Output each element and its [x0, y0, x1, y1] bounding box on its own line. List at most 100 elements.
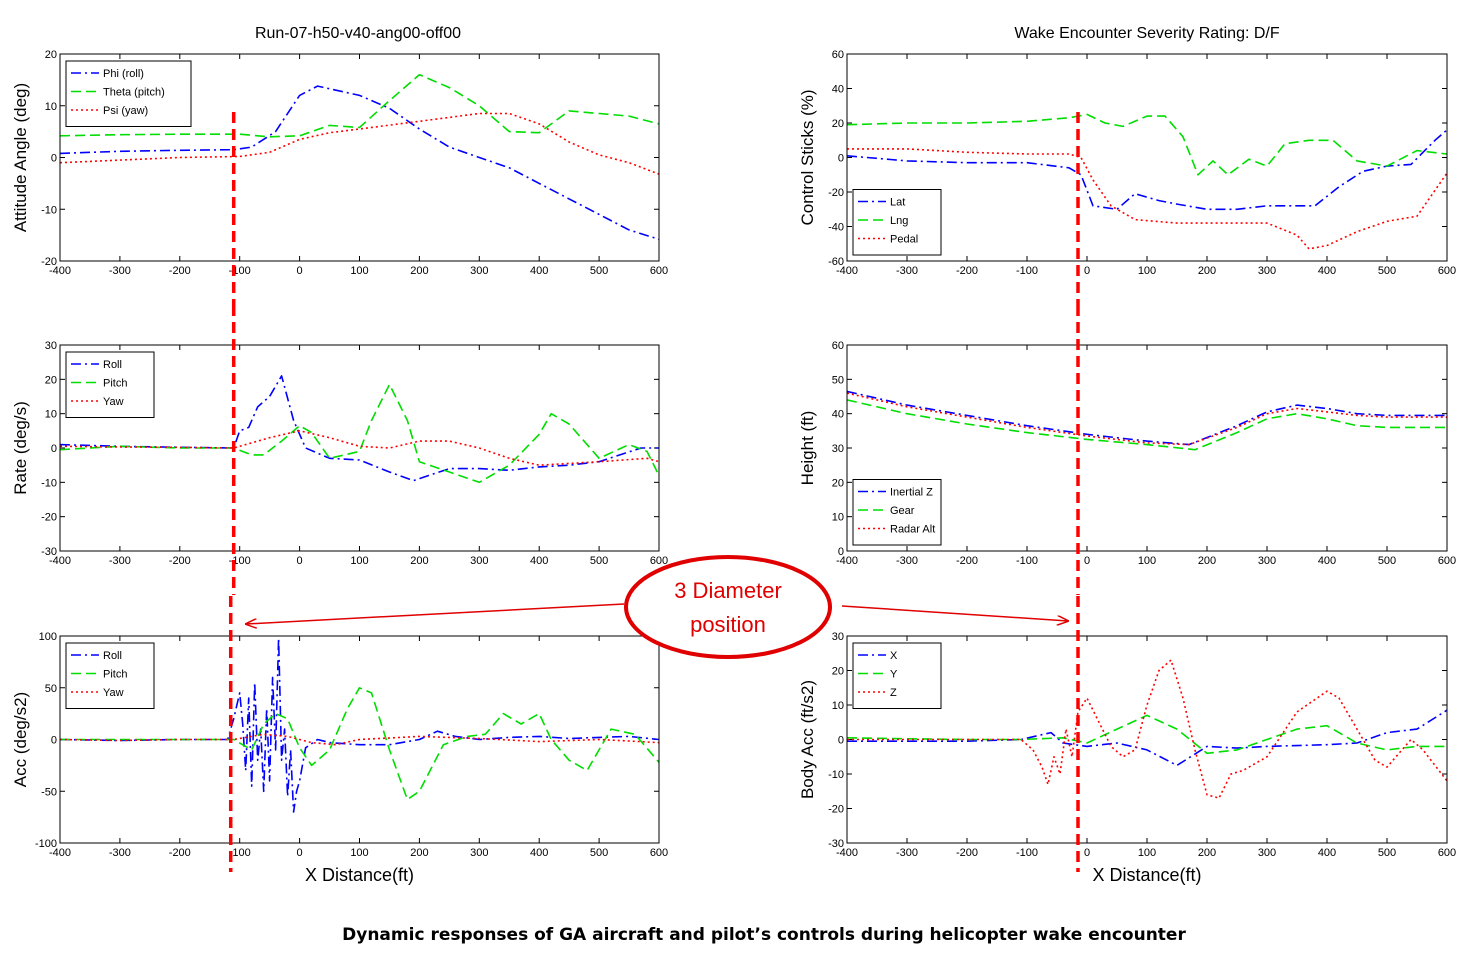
axes-frame [59, 53, 660, 262]
chart-panel-2: -400 -300 -200 -10 0 0 100 200 300 400 500 600 -30 -2… [11, 305, 668, 595]
charts-group: -400 -300 -200 -100 0 100 200 300 400 500 600-20-1… [11, 49, 1456, 885]
x-tick-label: 600 [1438, 847, 1456, 859]
legend-entry: Z [890, 687, 897, 699]
right-title: Wake Encounter Severity Rating: D/F [1014, 25, 1280, 42]
annotation-arrow-right [841, 605, 1068, 621]
diameter-annotation: 3 Diameter position [246, 555, 1068, 659]
x-tick-label: -300 [109, 555, 131, 567]
y-tick-label: 20 [45, 374, 57, 386]
x-tick-label: -200 [956, 555, 978, 567]
series-line-pitch [60, 686, 659, 801]
y-tick-label: 20 [832, 118, 844, 130]
legend: XYZ [852, 642, 942, 709]
legend-entry: Y [890, 669, 898, 681]
legend-entry: Psi (yaw) [103, 105, 148, 117]
legend-entry: Gear [890, 505, 915, 517]
x-tick-label: 300 [470, 847, 488, 859]
x-tick-label: 400 [530, 555, 548, 567]
x-tick-label: 600 [650, 555, 668, 567]
legend-entry: X [890, 650, 898, 662]
x-tick-label: 100 [350, 555, 368, 567]
y-tick-label: 60 [832, 340, 844, 352]
x-tick-label: 600 [650, 847, 668, 859]
legend-entry: Pedal [890, 234, 918, 246]
x-tick-label: -300 [109, 847, 131, 859]
x-tick-label: 100 [1138, 265, 1156, 277]
legend-entry: Lng [890, 215, 908, 227]
y-tick-label: -40 [828, 222, 844, 234]
y-tick-label: -50 [41, 786, 57, 798]
chart-panel-3: -400 -300 -200 -100 0 100 200 300 400 500 600 0 10 20… [798, 305, 1456, 595]
axes-frame [846, 53, 1448, 262]
x-tick-label: 200 [1198, 265, 1216, 277]
legend-box [852, 479, 942, 546]
y-tick-label: -10 [41, 204, 57, 216]
y-tick-label: 0 [51, 735, 57, 747]
x-tick-label: -400 [836, 265, 858, 277]
x-tick-label: 300 [1258, 265, 1276, 277]
y-axis-label: Attitude Angle (deg) [11, 83, 30, 232]
x-tick-label: 0 [1084, 265, 1090, 277]
legend-entry: Yaw [103, 687, 124, 699]
legend: Roll Pitch Yaw [65, 642, 155, 709]
x-tick-label: -300 [109, 265, 131, 277]
x-tick-label: 600 [650, 265, 668, 277]
legend-box [65, 60, 192, 127]
x-tick-label: 400 [530, 265, 548, 277]
y-tick-label: 10 [832, 512, 844, 524]
y-tick-label: 10 [832, 700, 844, 712]
plot-area [847, 54, 1447, 261]
y-tick-label: 30 [832, 443, 844, 455]
x-tick-label: 300 [1258, 847, 1276, 859]
x-tick-label: 200 [1198, 555, 1216, 567]
legend: Roll Pitch Yaw [65, 351, 155, 418]
x-tick-label: 200 [410, 265, 428, 277]
legend-entry: Roll [103, 650, 122, 662]
x-tick-label: 100 [1138, 555, 1156, 567]
figure-caption: Dynamic responses of GA aircraft and pil… [342, 925, 1186, 945]
series-line-lat [847, 129, 1447, 211]
x-tick-label: 200 [410, 847, 428, 859]
y-tick-label: -20 [828, 187, 844, 199]
y-tick-label: 40 [832, 409, 844, 421]
legend-entry: Theta (pitch) [103, 87, 165, 99]
y-tick-label: 0 [838, 735, 844, 747]
series-line-theta-pitch- [60, 73, 659, 138]
x-tick-label: 400 [1318, 265, 1336, 277]
legend-entry: Radar Alt [890, 524, 935, 536]
y-tick-label: 30 [832, 631, 844, 643]
y-tick-label: 100 [39, 631, 57, 643]
legend-entry: Yaw [103, 396, 124, 408]
y-tick-label: 50 [45, 683, 57, 695]
annotation-line1: 3 Diameter [674, 578, 782, 603]
series-group [847, 390, 1447, 451]
legend-entry: Pitch [103, 378, 127, 390]
series-line-lng [847, 113, 1447, 176]
y-tick-label: -60 [828, 256, 844, 268]
series-line-pitch [60, 383, 659, 484]
x-tick-label: 500 [1378, 555, 1396, 567]
y-tick-label: 30 [45, 340, 57, 352]
y-axis-label: Height (ft) [798, 411, 817, 486]
y-tick-label: 50 [832, 374, 844, 386]
plot-area [847, 345, 1447, 551]
x-tick-label: 400 [530, 847, 548, 859]
x-tick-label: -400 [49, 555, 71, 567]
y-tick-label: 20 [832, 477, 844, 489]
x-tick-label: -100 [1016, 847, 1038, 859]
x-tick-label: 500 [590, 555, 608, 567]
x-tick-label: 400 [1318, 555, 1336, 567]
legend-entry: Inertial Z [890, 487, 933, 499]
x-tick-label: -400 [836, 555, 858, 567]
y-axis-label: Rate (deg/s) [11, 401, 30, 495]
x-tick-label: 600 [1438, 265, 1456, 277]
x-tick-label: 0 [1084, 555, 1090, 567]
y-tick-label: -30 [41, 546, 57, 558]
chart-panel-5: -400 -300 -200 -100 0 100 200 300 400 500 600-30-2… [798, 596, 1456, 885]
chart-panel-0: -400 -300 -200 -100 0 100 200 300 400 500 600-20-1… [11, 49, 668, 305]
left-title: Run-07-h50-v40-ang00-off00 [255, 25, 461, 42]
y-tick-label: -10 [828, 769, 844, 781]
x-tick-label: 500 [1378, 265, 1396, 277]
legend-box [65, 351, 155, 418]
